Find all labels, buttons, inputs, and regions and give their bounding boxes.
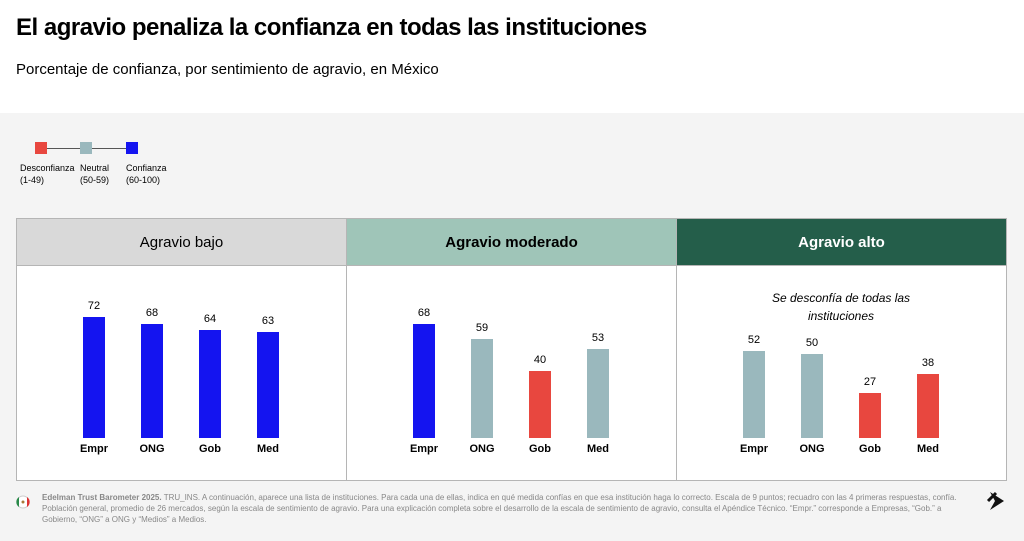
value-label: 53 <box>591 331 605 344</box>
header-bg <box>0 0 1024 113</box>
footnote-source: Edelman Trust Barometer 2025. <box>42 493 162 502</box>
bar <box>859 392 881 438</box>
bar <box>743 350 765 438</box>
legend-swatch <box>80 142 92 154</box>
x-tick-label: Med <box>917 443 939 455</box>
x-tick-label: Empr <box>739 443 769 455</box>
x-tick-label: Empr <box>409 443 439 455</box>
next-arrow[interactable] <box>986 490 1006 512</box>
legend-swatch <box>126 142 138 154</box>
legend-range: (50-59) <box>80 175 110 185</box>
value-label: 52 <box>747 333 761 346</box>
x-tick-label: Gob <box>859 443 881 455</box>
legend-label: Confianza <box>126 163 167 173</box>
panel-header: Agravio bajo <box>16 218 347 266</box>
value-label: 40 <box>533 353 547 366</box>
legend-swatch <box>35 142 47 154</box>
x-tick-label: ONG <box>139 443 165 455</box>
bar <box>141 323 163 438</box>
value-label: 38 <box>921 357 935 370</box>
annotation: Se desconfía de todas las instituciones <box>771 291 911 323</box>
x-tick-label: ONG <box>799 443 825 455</box>
bar <box>83 317 105 438</box>
value-label: 72 <box>87 300 101 313</box>
value-label: 63 <box>261 315 275 328</box>
legend-range: (60-100) <box>126 175 161 185</box>
value-label: 59 <box>475 321 489 334</box>
bar <box>257 332 279 438</box>
value-label: 27 <box>863 375 877 388</box>
bar <box>801 354 823 438</box>
legend-label: Desconfianza <box>20 163 75 173</box>
x-tick-label: Gob <box>529 443 551 455</box>
panel-header: Agravio alto <box>676 218 1007 266</box>
value-label: 68 <box>145 306 159 319</box>
bar <box>587 348 609 438</box>
value-label: 68 <box>417 306 431 319</box>
bar <box>199 330 221 438</box>
x-tick-label: Med <box>587 443 609 455</box>
legend-label: Neutral <box>80 163 110 173</box>
bar <box>471 338 493 438</box>
bar <box>529 370 551 438</box>
footnote: Edelman Trust Barometer 2025. TRU_INS. A… <box>42 492 962 525</box>
legend-range: (1-49) <box>20 175 45 185</box>
x-tick-label: Empr <box>79 443 109 455</box>
panel-header: Agravio moderado <box>346 218 677 266</box>
flag-icon <box>16 495 30 509</box>
value-label: 64 <box>203 313 217 326</box>
footnote-text: TRU_INS. A continuación, aparece una lis… <box>42 493 957 524</box>
subtitle: Porcentaje de confianza, por sentimiento… <box>16 61 439 78</box>
x-tick-label: Med <box>257 443 279 455</box>
value-label: 50 <box>805 337 819 349</box>
x-tick-label: ONG <box>469 443 495 455</box>
bar <box>413 323 435 438</box>
title: El agravio penaliza la confianza en toda… <box>16 14 647 41</box>
x-tick-label: Gob <box>199 443 221 455</box>
bar <box>917 374 939 438</box>
